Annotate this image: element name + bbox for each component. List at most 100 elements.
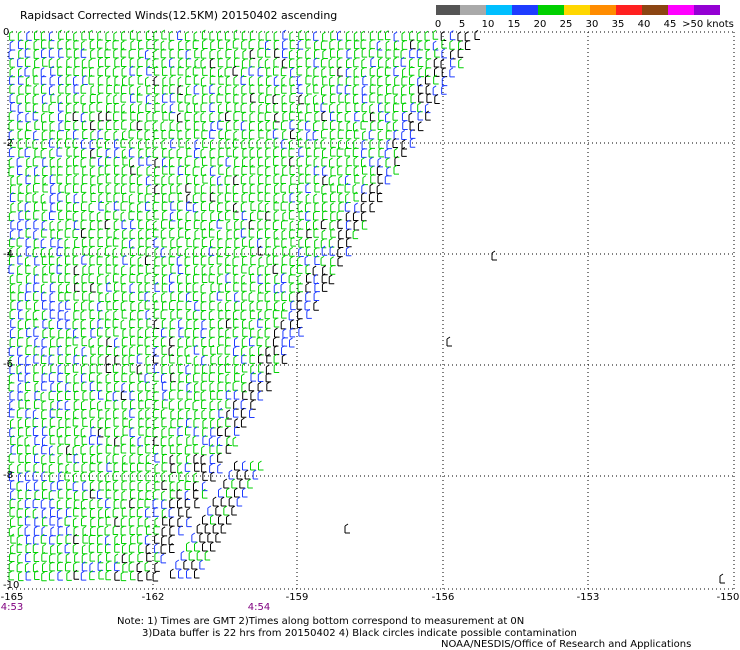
wind-barb — [200, 102, 207, 113]
wind-barb — [169, 75, 175, 86]
wind-barb — [81, 254, 87, 265]
wind-barb — [16, 156, 23, 167]
wind-barb — [113, 372, 120, 383]
wind-barb — [42, 102, 48, 113]
wind-barb — [97, 219, 104, 230]
wind-barb — [177, 165, 184, 176]
wind-barb — [65, 254, 71, 265]
wind-barb — [73, 290, 79, 301]
wind-barb — [424, 74, 431, 85]
wind-barb — [193, 265, 200, 276]
wind-barb — [226, 487, 232, 498]
wind-barb — [89, 66, 95, 77]
wind-barb — [145, 461, 151, 472]
wind-barb — [218, 147, 224, 158]
wind-barb — [233, 75, 239, 86]
wind-barb — [241, 111, 248, 122]
wind-barb — [57, 517, 63, 528]
wind-barb — [49, 121, 56, 132]
wind-barb — [177, 498, 183, 509]
wind-barb — [201, 155, 208, 166]
wind-barb — [57, 372, 63, 383]
wind-barb — [128, 516, 135, 527]
wind-barb — [33, 353, 39, 364]
wind-barb — [193, 120, 200, 131]
wind-barb — [209, 454, 216, 465]
wind-barb — [290, 236, 296, 247]
wind-barb — [401, 31, 408, 42]
wind-barb — [169, 211, 176, 222]
wind-barb — [121, 534, 127, 545]
wind-barb — [288, 310, 295, 321]
wind-barb — [313, 210, 319, 221]
wind-barb — [168, 128, 175, 139]
wind-barb — [265, 103, 272, 113]
wind-barb — [89, 309, 96, 319]
wind-barb — [257, 291, 263, 302]
wind-barb — [393, 57, 399, 67]
wind-barb — [393, 164, 400, 175]
wind-barb — [297, 182, 303, 193]
wind-barb — [105, 40, 111, 51]
wind-barb — [232, 264, 239, 275]
wind-barb — [88, 74, 95, 85]
wind-barb — [392, 120, 399, 131]
wind-barb — [9, 506, 15, 517]
wind-barb — [96, 443, 103, 454]
wind-barb — [196, 550, 203, 561]
wind-barb — [97, 48, 103, 58]
wind-barb — [8, 570, 15, 581]
wind-barb — [330, 182, 336, 193]
wind-barb — [186, 568, 192, 579]
wind-barb — [137, 552, 143, 563]
wind-barb — [337, 75, 344, 86]
wind-barb — [322, 265, 328, 276]
wind-barb — [249, 83, 255, 94]
wind-barb — [42, 488, 48, 499]
wind-barb — [320, 238, 327, 249]
wind-barb — [114, 436, 120, 447]
wind-barb — [34, 337, 40, 348]
legend-tick-25: 25 — [559, 19, 573, 30]
wind-barb — [146, 551, 152, 562]
wind-barb — [226, 146, 232, 157]
wind-barb — [305, 155, 312, 166]
wind-barb — [209, 444, 215, 454]
wind-barb — [233, 317, 239, 328]
wind-barb — [17, 102, 24, 113]
wind-barb — [144, 497, 151, 508]
wind-barb — [177, 264, 184, 275]
wind-barb — [249, 346, 255, 357]
wind-barb — [264, 318, 271, 329]
wind-barb — [72, 255, 79, 266]
wind-barb — [320, 39, 327, 50]
wind-barb — [113, 444, 120, 455]
wind-barb — [153, 371, 159, 382]
wind-barb — [122, 328, 128, 338]
wind-barb — [80, 499, 87, 510]
wind-barb — [25, 93, 31, 104]
wind-barb — [226, 166, 232, 177]
wind-barb — [98, 183, 104, 194]
wind-barb — [129, 272, 135, 283]
wind-barb — [144, 534, 151, 545]
wind-barb — [138, 453, 144, 464]
wind-barb — [169, 48, 175, 59]
wind-barb — [25, 570, 32, 581]
wind-barb — [464, 40, 471, 50]
wind-barb — [72, 362, 79, 373]
wind-barb — [200, 183, 207, 194]
wind-barb — [49, 193, 56, 204]
wind-barb — [184, 327, 191, 338]
wind-barb — [105, 255, 112, 266]
wind-barb — [384, 174, 391, 185]
wind-barb — [252, 469, 259, 480]
wind-barb — [226, 101, 232, 112]
wind-barb — [337, 30, 343, 41]
wind-barb — [18, 147, 24, 158]
wind-barb — [33, 462, 39, 473]
wind-barb — [185, 292, 192, 303]
wind-barb — [145, 345, 151, 356]
wind-barb — [274, 47, 280, 58]
wind-barb — [377, 30, 384, 41]
